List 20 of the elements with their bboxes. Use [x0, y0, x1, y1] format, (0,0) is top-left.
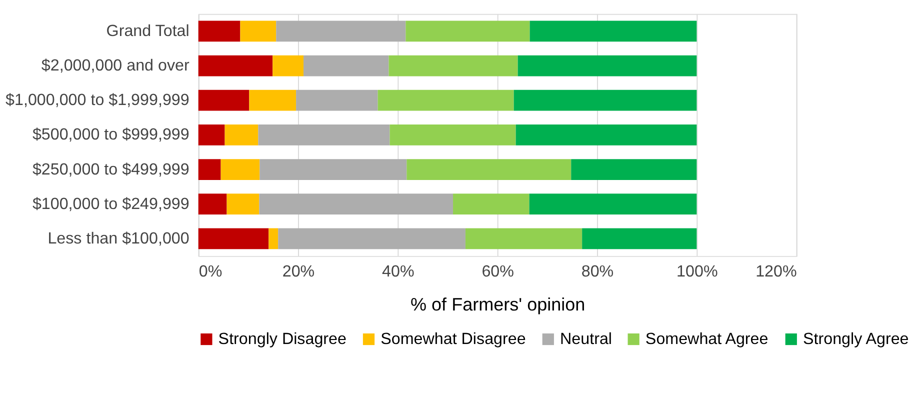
x-tick-label: 40%	[382, 262, 414, 280]
y-tick-label: $2,000,000 and over	[41, 56, 190, 75]
y-tick-label: $250,000 to $499,999	[32, 160, 190, 178]
y-tick-label: Less than $100,000	[48, 229, 190, 248]
x-tick-label: 0%	[198, 262, 222, 280]
x-tick-label: 80%	[581, 262, 614, 280]
x-axis-title: % of Farmers' opinion	[410, 294, 586, 315]
x-tick-label: 100%	[676, 262, 718, 280]
x-tick-label: 60%	[482, 262, 514, 280]
legend-label: Strongly Disagree	[218, 330, 347, 348]
y-tick-label: $1,000,000 to $1,999,999	[6, 91, 190, 110]
y-tick-label: Grand Total	[106, 22, 190, 40]
y-tick-label: $100,000 to $249,999	[32, 194, 190, 213]
legend-label: Strongly Agree	[803, 330, 909, 348]
legend-label: Neutral	[560, 330, 612, 348]
legend-label: Somewhat Disagree	[380, 330, 526, 348]
y-tick-label: $500,000 to $999,999	[32, 126, 190, 144]
x-tick-label: 120%	[756, 262, 797, 280]
legend-label: Somewhat Agree	[645, 330, 768, 348]
x-tick-label: 20%	[282, 262, 315, 280]
